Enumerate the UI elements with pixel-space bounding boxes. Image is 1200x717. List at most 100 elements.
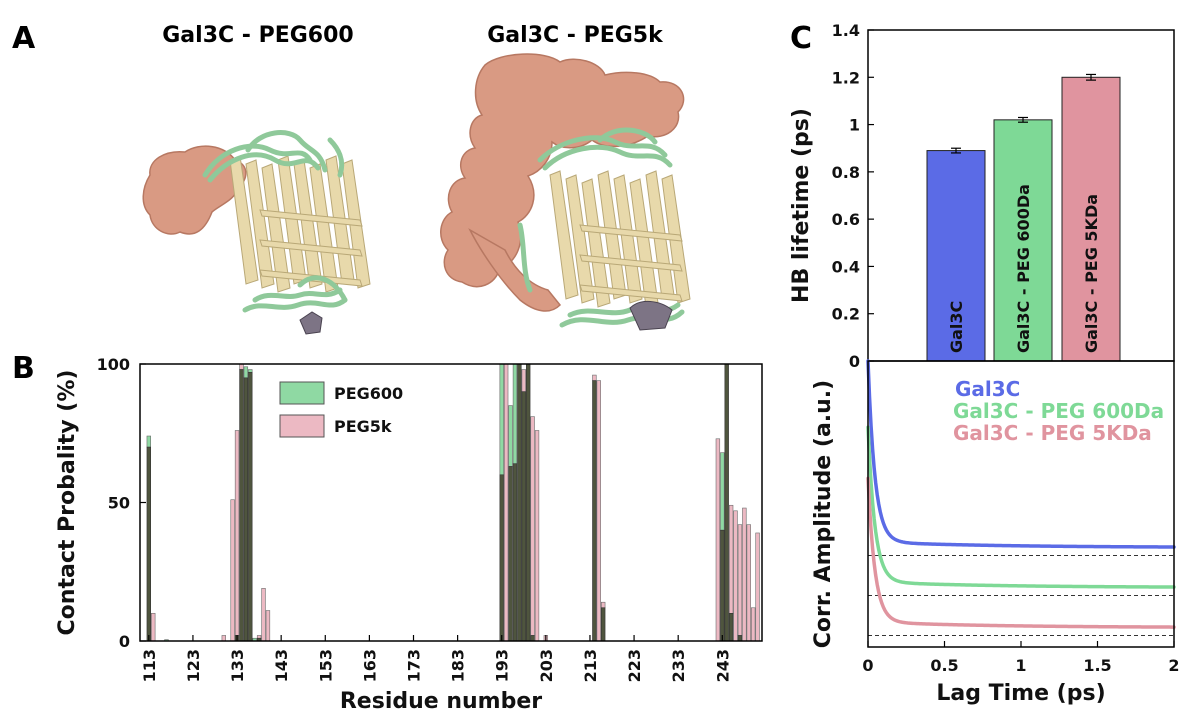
x-tick-label: 153 xyxy=(316,649,335,682)
bar-overlap-residue-244 xyxy=(724,363,729,642)
bar-residue-132 xyxy=(230,499,235,642)
series-line-0 xyxy=(866,359,1176,549)
bar-overlap-residue-214 xyxy=(592,380,597,642)
series-label-1: Gal3C - PEG 600Da xyxy=(953,399,1164,423)
bar-residue-113 xyxy=(146,435,151,448)
series-label-0: Gal3C xyxy=(955,377,1020,401)
bar-residue-136 xyxy=(248,369,253,373)
y-tick-label: 0.8 xyxy=(832,163,860,182)
bar-residue-243 xyxy=(720,452,725,531)
x-tick-label: 2 xyxy=(1168,656,1179,675)
bar-residue-200 xyxy=(530,416,535,636)
bar-residue-201 xyxy=(534,430,540,642)
x-tick-label: 203 xyxy=(537,649,556,682)
bar-residue-242 xyxy=(715,438,721,642)
bar-residue-215 xyxy=(596,380,601,642)
y-tick-label: 100 xyxy=(97,355,130,374)
bar-overlap-residue-216 xyxy=(601,607,606,642)
hb-bar-1 xyxy=(993,119,1053,362)
x-tick-label: 173 xyxy=(405,649,424,682)
bar-residue-130 xyxy=(221,635,226,642)
y-tick-label: 1.2 xyxy=(832,68,860,87)
y-tick-label: 0.4 xyxy=(832,257,860,276)
x-tick-label: 193 xyxy=(493,649,512,682)
bar-residue-250 xyxy=(751,607,756,642)
legend-swatch-peg5k xyxy=(279,414,325,438)
panel-letter-c: C xyxy=(790,21,812,56)
x-tick-label: 113 xyxy=(140,649,159,682)
y-tick-label: 50 xyxy=(108,494,130,513)
x-tick-label: 1 xyxy=(1015,656,1026,675)
bar-residue-216 xyxy=(601,601,606,609)
bar-residue-139 xyxy=(261,588,266,642)
contact-probability-chart: 0 50 100 113 123 133 143 153 163 173 183 193 203 213 2… xyxy=(55,355,763,714)
bar-overlap-residue-195 xyxy=(508,466,513,642)
y-tick-label: 1.4 xyxy=(832,21,860,40)
bar-residue-198 xyxy=(521,369,526,393)
y-axis-label: Contact Probality (%) xyxy=(55,370,80,636)
bar-overlap-residue-193 xyxy=(499,474,504,642)
bar-residue-134 xyxy=(239,363,244,370)
x-tick-label: 243 xyxy=(713,649,732,682)
legend-label-peg600: PEG600 xyxy=(334,384,403,403)
beta-strand xyxy=(579,284,683,302)
x-tick-label: 213 xyxy=(581,649,600,682)
x-axis-label: Residue number xyxy=(340,689,542,714)
x-tick-label: 183 xyxy=(449,649,468,682)
beta-strand xyxy=(259,239,363,257)
bar-residue-140 xyxy=(265,610,271,642)
beta-strand xyxy=(549,170,579,300)
y-tick-label: 0 xyxy=(849,352,860,371)
bar-overlap-residue-199 xyxy=(526,363,531,642)
structure-peg600-illustration xyxy=(142,130,371,335)
bar-residue-248 xyxy=(742,507,747,642)
bar-overlap-residue-196 xyxy=(512,463,518,642)
series-line-2 xyxy=(866,476,1176,629)
bar-overlap-residue-135 xyxy=(243,377,249,642)
bar-overlap-residue-247 xyxy=(737,635,743,642)
bar-residue-247 xyxy=(737,524,743,636)
beta-strand xyxy=(565,174,595,304)
y-tick-label: 0 xyxy=(119,632,130,651)
x-tick-label: 163 xyxy=(360,649,379,682)
bar-residue-194 xyxy=(503,363,509,642)
series-label-2: Gal3C - PEG 5KDa xyxy=(953,421,1152,445)
bar-category-label: Gal3C xyxy=(947,301,966,353)
x-tick-label: 223 xyxy=(625,649,644,682)
beta-strand xyxy=(261,163,291,293)
bar-residue-245 xyxy=(728,504,734,614)
bar-residue-114 xyxy=(151,612,156,642)
bar-overlap-residue-197 xyxy=(517,363,522,642)
bar-overlap-residue-134 xyxy=(239,369,244,642)
beta-strand xyxy=(579,254,683,272)
bar-overlap-residue-113 xyxy=(146,446,151,642)
beta-strand xyxy=(245,159,275,289)
legend-swatch-peg600 xyxy=(279,381,325,405)
bar-residue-138 xyxy=(256,635,262,639)
bar-residue-133 xyxy=(234,430,240,636)
structure-peg5k-illustration xyxy=(440,53,691,331)
hb-bar-2 xyxy=(1061,76,1121,362)
x-tick-label: 1.5 xyxy=(1083,656,1111,675)
bar-residue-195 xyxy=(508,405,513,467)
x-tick-label: 0 xyxy=(862,656,873,675)
y-axis-label: Corr. Amplitude (a.u.) xyxy=(811,380,836,648)
bar-residue-196 xyxy=(512,363,518,465)
bar-overlap-residue-243 xyxy=(720,529,725,642)
bar-residue-135 xyxy=(243,366,249,379)
x-tick-label: 143 xyxy=(272,649,291,682)
y-tick-label: 1 xyxy=(849,116,860,135)
x-tick-label: 123 xyxy=(184,649,203,682)
panel-letter-b: B xyxy=(12,351,35,386)
x-tick-label: 133 xyxy=(228,649,247,682)
y-axis-label: HB lifetime (ps) xyxy=(789,108,814,303)
x-tick-label: 0.5 xyxy=(930,656,958,675)
bar-overlap-residue-245 xyxy=(728,612,734,642)
bar-residue-193 xyxy=(499,363,504,476)
y-tick-label: 0.6 xyxy=(832,210,860,229)
y-tick-label: 0.2 xyxy=(832,305,860,324)
bar-residue-249 xyxy=(746,524,751,642)
bar-category-label: Gal3C - PEG 600Da xyxy=(1014,184,1033,353)
